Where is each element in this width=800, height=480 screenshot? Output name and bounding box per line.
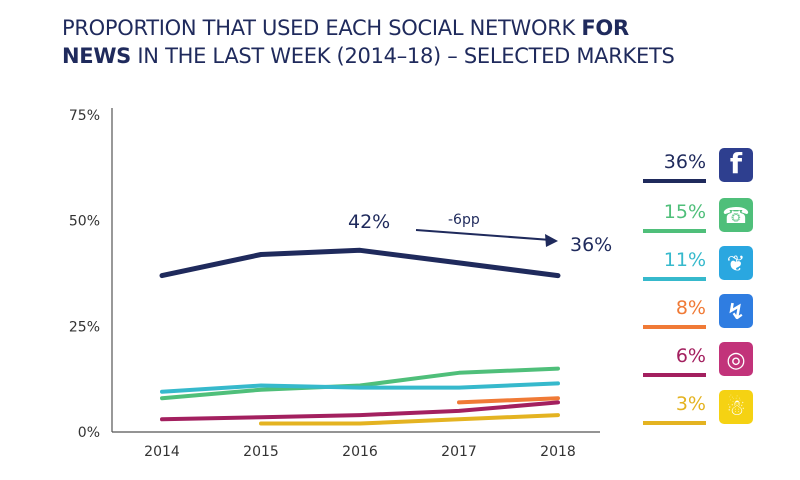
legend-item-instagram: 6% ◎ (643, 342, 753, 377)
series-line-instagram (160, 400, 560, 422)
legend-value: 8% (676, 297, 706, 319)
messenger-icon-tile (719, 294, 753, 328)
x-tick-label: 2014 (144, 444, 180, 460)
y-tick-label: 0% (78, 425, 100, 441)
title-bold-for: FOR (581, 16, 629, 40)
messenger-icon: ↯ (727, 300, 745, 325)
twitter-icon: ❦ (727, 252, 745, 277)
series-line-twitter (160, 381, 560, 394)
end-label: 36% (570, 234, 612, 256)
chart-annotations: 42% -6pp 36% (348, 211, 612, 256)
y-tick-label: 25% (69, 319, 100, 335)
chart-legend: 36% f 15% ☎ 11% ❦ 8% ↯ 6% ◎ 3% ☃ (643, 147, 753, 425)
x-tick-label: 2018 (540, 444, 576, 460)
x-tick-label: 2016 (342, 444, 378, 460)
series-line-snapchat (259, 413, 560, 426)
title-bold-news: NEWS (62, 44, 132, 68)
x-tick-label: 2015 (243, 444, 279, 460)
legend-value: 15% (664, 201, 706, 223)
chart-series (159, 247, 561, 426)
snapchat-icon: ☃ (726, 394, 746, 421)
legend-value: 3% (676, 393, 706, 415)
chart-axes: 0% 25% 50% 75% 2014 2015 2016 2017 2018 (69, 108, 600, 460)
whatsapp-icon-tile (719, 198, 753, 232)
snapchat-icon-tile (719, 390, 753, 424)
legend-item-facebook: 36% f (643, 147, 753, 183)
legend-item-whatsapp: 15% ☎ (643, 198, 753, 233)
series-line-facebook (159, 247, 561, 279)
change-label: -6pp (448, 212, 480, 228)
facebook-icon-tile (719, 148, 753, 182)
peak-label: 42% (348, 211, 390, 233)
legend-value: 6% (676, 345, 706, 367)
chart-title: PROPORTION THAT USED EACH SOCIAL NETWORK… (62, 14, 762, 70)
instagram-icon-tile (719, 342, 753, 376)
series-line-whatsapp (160, 366, 560, 401)
legend-item-twitter: 11% ❦ (643, 246, 753, 281)
legend-value: 36% (664, 151, 706, 173)
title-text-1: PROPORTION THAT USED EACH SOCIAL NETWORK (62, 16, 582, 40)
title-text-2: IN THE LAST WEEK (2014–18) – SELECTED MA… (131, 44, 675, 68)
series-line-messenger (457, 396, 560, 405)
x-tick-label: 2017 (441, 444, 477, 460)
change-arrow-line (415, 229, 552, 241)
legend-item-snapchat: 3% ☃ (643, 390, 753, 425)
y-tick-label: 50% (69, 214, 100, 230)
legend-value: 11% (664, 249, 706, 271)
legend-item-messenger: 8% ↯ (643, 294, 753, 329)
whatsapp-icon: ☎ (722, 204, 749, 229)
y-tick-label: 75% (69, 108, 100, 124)
change-arrow-head (545, 234, 558, 247)
instagram-icon: ◎ (726, 348, 745, 373)
facebook-icon: f (730, 147, 743, 180)
twitter-icon-tile (719, 246, 753, 280)
